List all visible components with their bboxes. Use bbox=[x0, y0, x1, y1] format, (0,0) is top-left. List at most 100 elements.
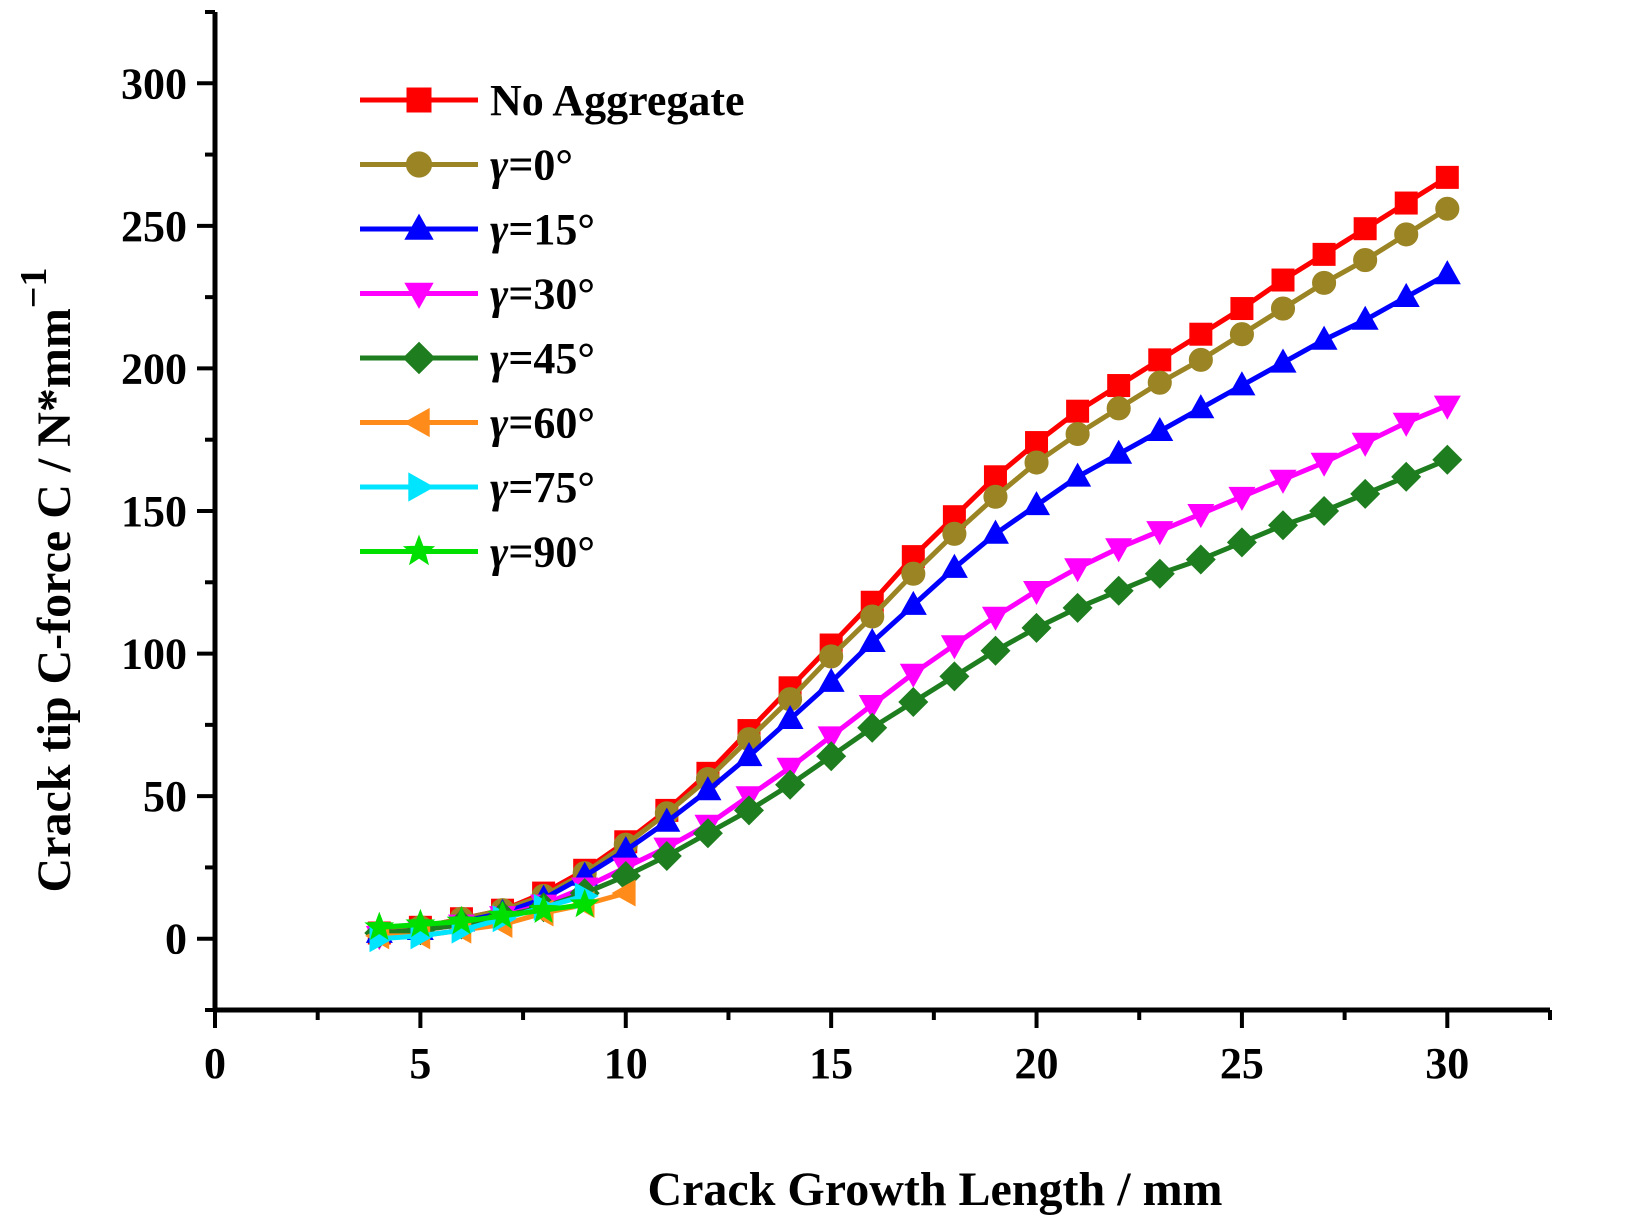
data-point bbox=[733, 795, 765, 826]
data-point bbox=[776, 757, 804, 782]
legend-item: γ=60° bbox=[360, 399, 595, 448]
legend-label-text: =45° bbox=[508, 334, 595, 383]
y-axis-title: Crack tip C-force C / N*mm−1 bbox=[13, 268, 81, 893]
series-4 bbox=[364, 444, 1463, 949]
data-point bbox=[1353, 248, 1378, 273]
data-point bbox=[1351, 432, 1379, 457]
data-point bbox=[819, 644, 844, 669]
legend-label-text: =60° bbox=[508, 399, 595, 448]
data-point bbox=[1146, 416, 1174, 441]
data-point bbox=[901, 561, 926, 586]
data-point bbox=[1432, 444, 1463, 475]
legend-symbol: γ bbox=[490, 334, 509, 383]
legend-label: No Aggregate bbox=[490, 76, 745, 125]
legend-symbol: γ bbox=[490, 205, 509, 254]
legend-item: γ=15° bbox=[360, 205, 595, 254]
data-point bbox=[651, 840, 682, 872]
legend-symbol: γ bbox=[490, 399, 509, 448]
data-point bbox=[1229, 322, 1254, 347]
data-point bbox=[1064, 558, 1092, 583]
data-point bbox=[1271, 268, 1295, 292]
legend-label: γ=90° bbox=[490, 528, 595, 577]
data-point bbox=[1312, 242, 1336, 266]
data-point bbox=[981, 606, 1009, 631]
data-point bbox=[1392, 412, 1420, 437]
legend-label: γ=60° bbox=[490, 399, 595, 448]
legend-label-text: =0° bbox=[508, 141, 573, 190]
data-point bbox=[980, 635, 1011, 666]
data-point bbox=[1185, 544, 1216, 575]
legend-item: γ=30° bbox=[360, 270, 595, 319]
legend-label: γ=75° bbox=[490, 463, 595, 512]
data-point bbox=[816, 741, 847, 772]
legend-item: γ=0° bbox=[360, 141, 573, 190]
data-point bbox=[858, 627, 886, 652]
data-point bbox=[1350, 478, 1381, 509]
data-point bbox=[857, 712, 888, 743]
legend-label: γ=45° bbox=[490, 334, 595, 383]
x-axis-title: Crack Growth Length / mm bbox=[647, 1163, 1222, 1216]
data-point bbox=[1146, 521, 1174, 546]
legend-marker bbox=[404, 282, 434, 309]
legend-marker bbox=[402, 534, 436, 566]
data-point bbox=[1228, 371, 1256, 396]
legend-label-text: =30° bbox=[508, 270, 595, 319]
data-point bbox=[528, 894, 559, 923]
data-point bbox=[899, 590, 927, 615]
legend-label-text: =90° bbox=[508, 528, 595, 577]
x-tick-label: 30 bbox=[1425, 1039, 1469, 1088]
data-point bbox=[446, 905, 477, 935]
legend-label-text: =15° bbox=[508, 205, 595, 254]
y-tick-label: 50 bbox=[143, 772, 187, 821]
data-point bbox=[1148, 348, 1172, 372]
y-tick-label: 300 bbox=[121, 59, 187, 108]
data-point bbox=[694, 776, 722, 801]
data-point bbox=[1310, 452, 1338, 477]
data-point bbox=[1062, 592, 1093, 623]
y-tick-label: 100 bbox=[121, 630, 187, 679]
data-point bbox=[1435, 196, 1460, 221]
data-point bbox=[1310, 325, 1338, 350]
y-tick-label: 200 bbox=[121, 344, 187, 393]
data-point bbox=[1435, 165, 1459, 189]
data-point bbox=[1025, 431, 1049, 455]
y-tick-label: 150 bbox=[121, 487, 187, 536]
data-point bbox=[611, 879, 636, 907]
data-point bbox=[983, 484, 1008, 509]
data-point bbox=[735, 741, 763, 767]
data-point bbox=[1187, 394, 1215, 419]
x-tick-label: 15 bbox=[809, 1039, 853, 1088]
plot-series bbox=[364, 165, 1463, 953]
legend-item: γ=90° bbox=[360, 528, 595, 577]
legend-marker bbox=[403, 407, 430, 438]
data-point bbox=[1433, 260, 1461, 285]
data-point bbox=[1270, 296, 1296, 321]
data-point bbox=[1230, 297, 1254, 321]
data-point bbox=[1312, 270, 1337, 295]
y-axis-title-text: Crack tip C-force C / N*mm bbox=[28, 308, 81, 892]
data-point bbox=[1024, 450, 1049, 475]
legend-label-text: =75° bbox=[508, 463, 595, 512]
data-point bbox=[1228, 486, 1256, 511]
data-point bbox=[817, 667, 845, 692]
data-point bbox=[1351, 305, 1379, 330]
data-point bbox=[1103, 575, 1134, 606]
data-point bbox=[1391, 461, 1422, 492]
data-point bbox=[817, 726, 845, 751]
x-tick-label: 5 bbox=[409, 1039, 431, 1088]
data-point bbox=[1269, 348, 1297, 373]
data-point bbox=[1394, 191, 1418, 215]
data-point bbox=[487, 900, 518, 929]
y-tick-label: 250 bbox=[121, 202, 187, 251]
legend-marker bbox=[405, 151, 433, 178]
data-point bbox=[653, 807, 681, 832]
data-point bbox=[1021, 612, 1052, 643]
data-point bbox=[942, 521, 967, 546]
legend-label-text: No Aggregate bbox=[490, 76, 745, 125]
data-point bbox=[1394, 222, 1419, 247]
legend-label: γ=15° bbox=[490, 205, 595, 254]
data-point bbox=[1065, 421, 1090, 447]
data-point bbox=[1147, 370, 1172, 395]
x-tick-label: 10 bbox=[604, 1039, 648, 1088]
